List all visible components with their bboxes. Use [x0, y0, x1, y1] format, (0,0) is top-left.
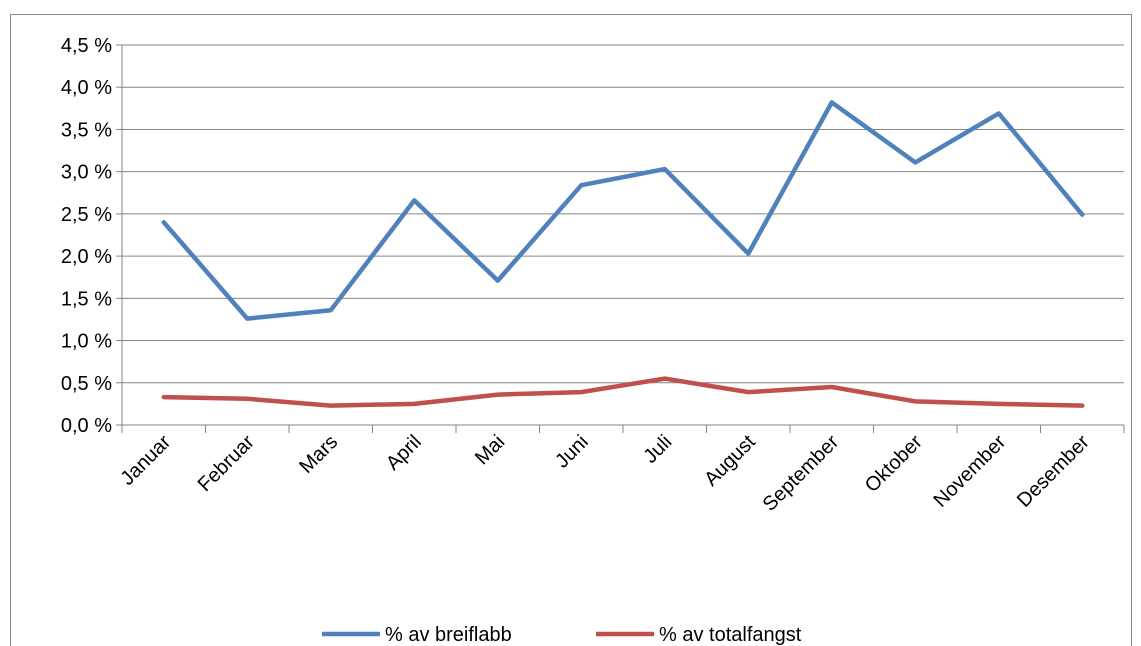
y-tick-label: 1,5 % — [61, 288, 112, 310]
y-tick-label: 3,5 % — [61, 119, 112, 141]
series-line — [161, 100, 1085, 321]
y-tick-label: 4,0 % — [61, 77, 112, 99]
y-tick-label: 2,0 % — [61, 246, 112, 268]
y-tick-label: 2,5 % — [61, 204, 112, 226]
y-tick-label: 3,0 % — [61, 162, 112, 184]
legend-label: % av totalfangst — [659, 624, 802, 646]
y-tick-label: 0,0 % — [61, 415, 112, 437]
series-line — [161, 376, 1085, 408]
y-tick-label: 4,5 % — [61, 35, 112, 57]
chart-border — [10, 14, 1132, 646]
y-tick-label: 0,5 % — [61, 373, 112, 395]
legend-label: % av breiflabb — [385, 624, 512, 646]
y-tick-label: 1,0 % — [61, 331, 112, 353]
